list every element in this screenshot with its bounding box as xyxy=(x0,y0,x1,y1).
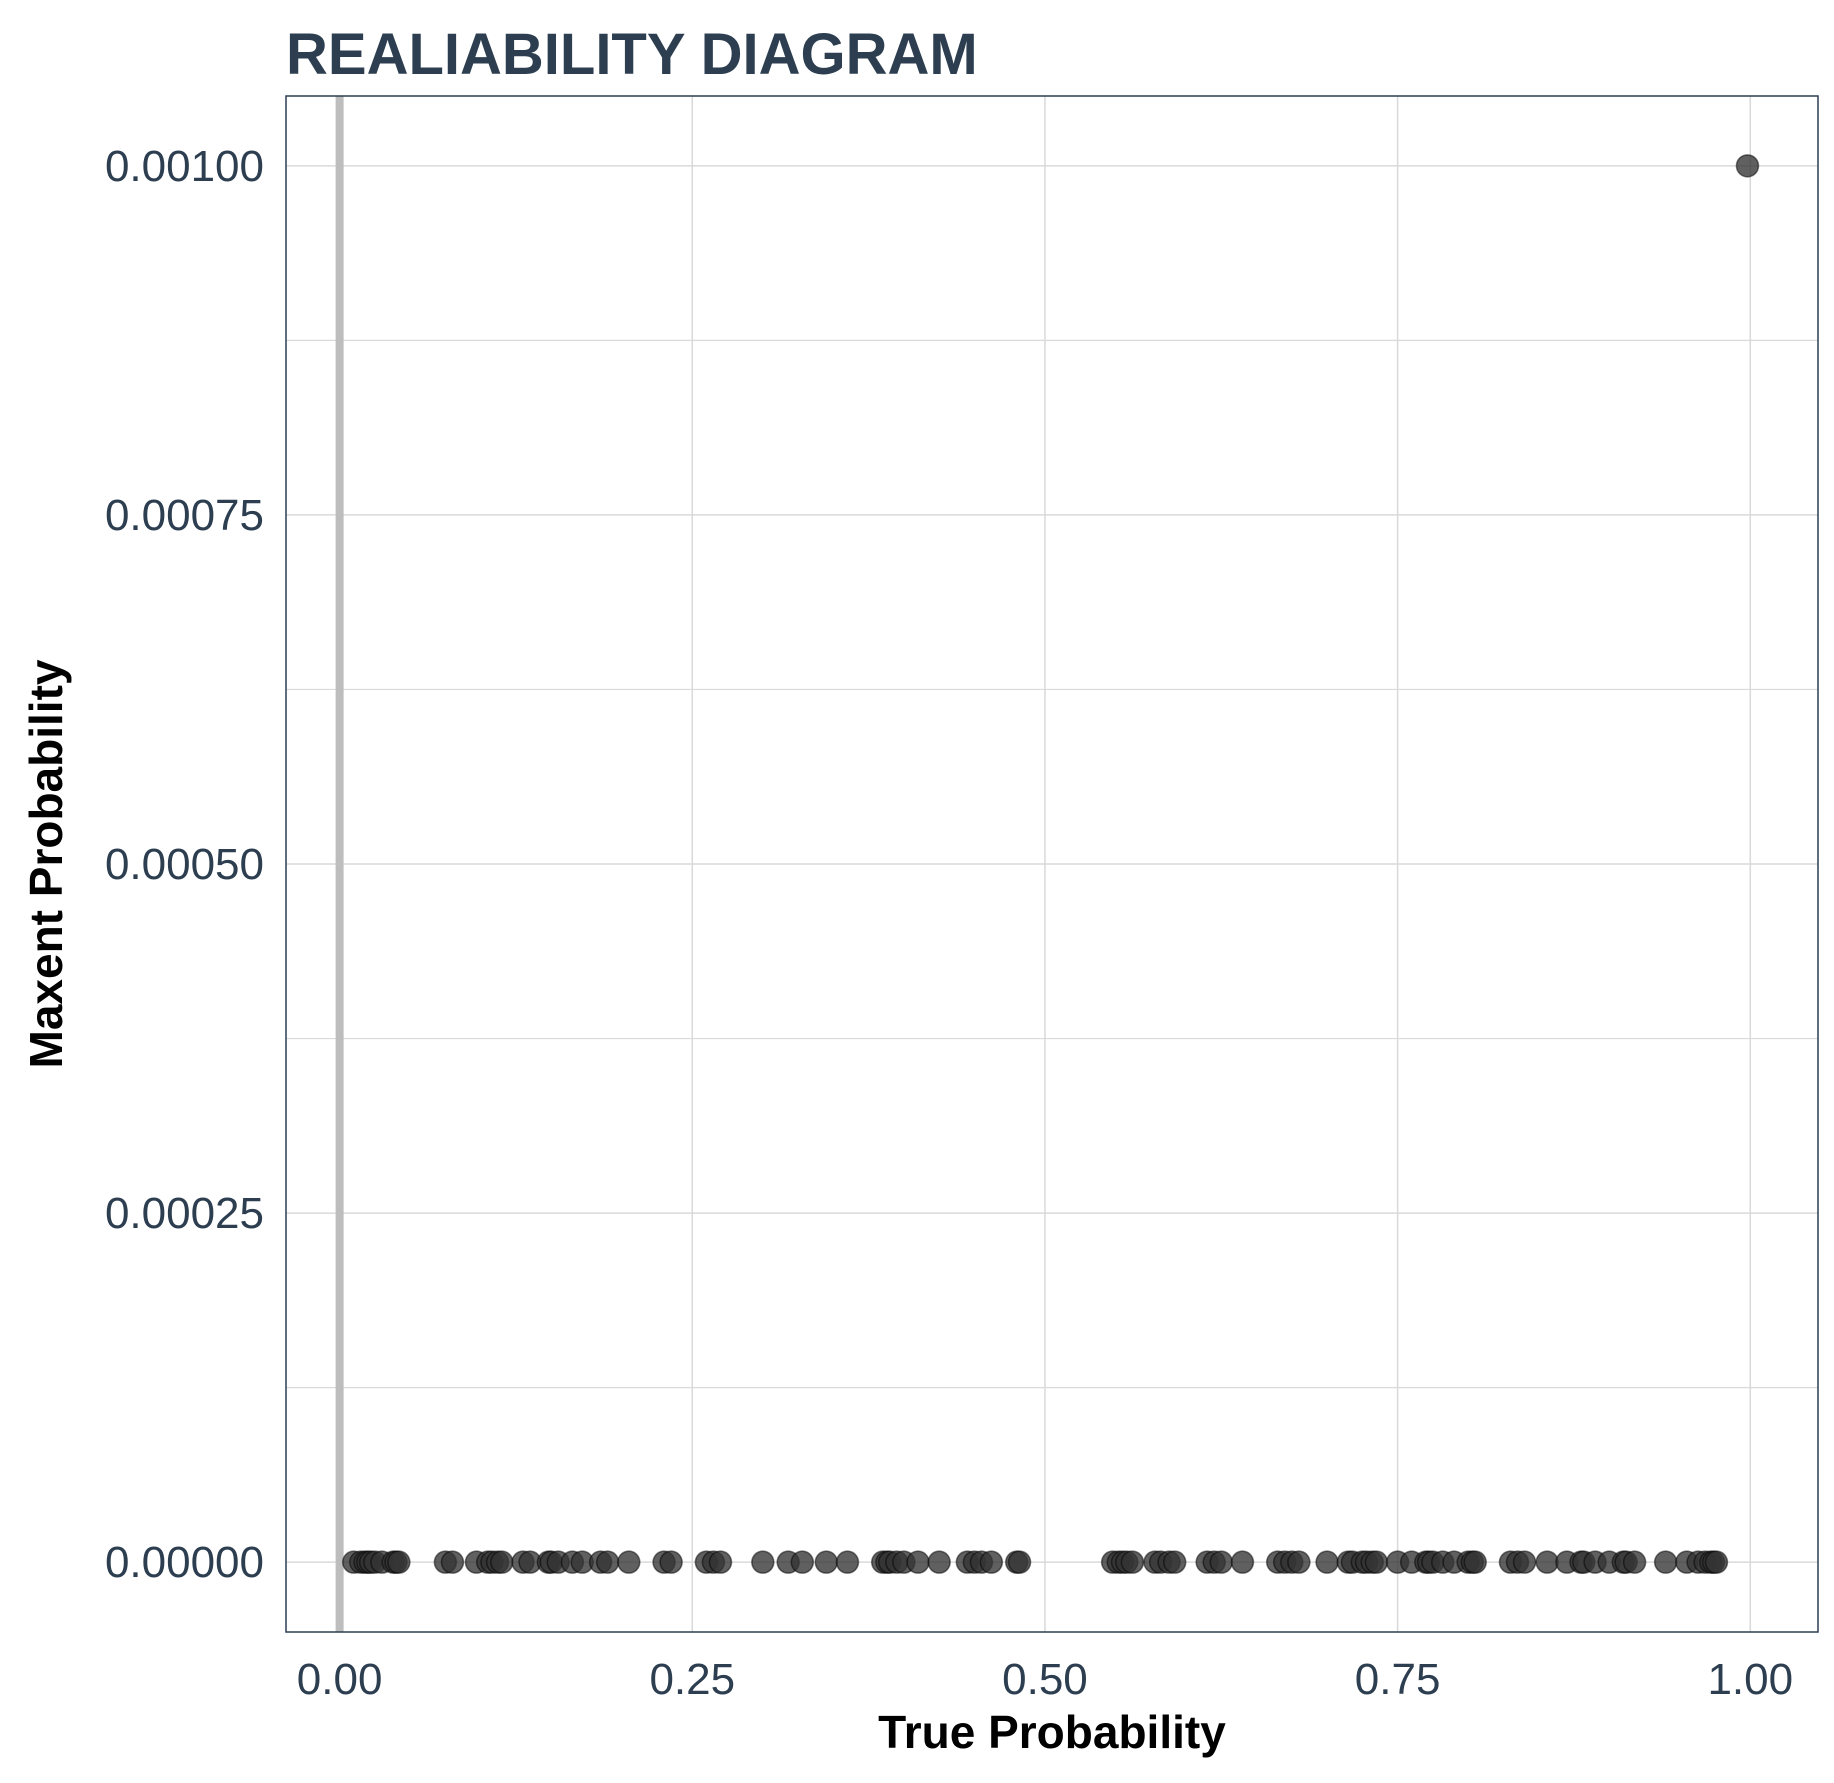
data-point xyxy=(440,1550,465,1574)
data-point xyxy=(1120,1550,1145,1574)
data-point xyxy=(490,1550,514,1574)
panel-border xyxy=(285,95,1819,1633)
data-point xyxy=(387,1550,411,1574)
data-point xyxy=(617,1550,641,1574)
y-tick-label: 0.00075 xyxy=(105,491,264,540)
y-tick-label: 0.00050 xyxy=(105,840,264,889)
x-tick-label: 0.25 xyxy=(649,1655,735,1704)
data-point xyxy=(1287,1550,1311,1574)
data-point xyxy=(1535,1550,1559,1574)
x-tick-labels: 0.00 0.25 0.50 0.75 1.00 xyxy=(297,1655,1793,1704)
data-point xyxy=(1512,1550,1537,1574)
data-point xyxy=(1209,1550,1234,1574)
data-point xyxy=(751,1550,775,1574)
data-points xyxy=(341,154,1760,1574)
y-tick-label: 0.00025 xyxy=(105,1189,264,1238)
x-tick-label: 0.75 xyxy=(1355,1655,1441,1704)
data-point xyxy=(790,1550,815,1574)
data-point xyxy=(1622,1550,1647,1574)
data-point xyxy=(1463,1550,1487,1574)
data-point xyxy=(1704,1550,1729,1574)
data-point xyxy=(1007,1550,1032,1574)
data-point xyxy=(906,1550,930,1574)
x-tick-label: 0.00 xyxy=(297,1655,383,1704)
data-point xyxy=(1162,1550,1187,1574)
data-point xyxy=(1735,154,1760,178)
y-tick-label: 0.00000 xyxy=(105,1538,264,1587)
data-point xyxy=(979,1550,1004,1574)
data-point xyxy=(1653,1550,1678,1574)
data-point xyxy=(835,1550,860,1574)
x-tick-label: 0.50 xyxy=(1002,1655,1088,1704)
data-point xyxy=(927,1550,951,1574)
y-tick-label: 0.00100 xyxy=(105,142,264,191)
y-tick-labels: 0.00000 0.00025 0.00050 0.00075 0.00100 xyxy=(105,142,264,1587)
data-point xyxy=(1230,1550,1255,1574)
data-point xyxy=(708,1550,733,1574)
x-axis-title: True Probability xyxy=(878,1706,1226,1758)
chart-title: REALIABILITY DIAGRAM xyxy=(286,22,978,87)
grid-lines xyxy=(286,96,1818,1632)
data-point xyxy=(1315,1550,1339,1574)
y-axis-title: Maxent Probability xyxy=(20,659,72,1068)
data-point xyxy=(659,1550,683,1574)
data-point xyxy=(814,1550,839,1574)
x-tick-label: 1.00 xyxy=(1707,1655,1793,1704)
data-point xyxy=(1364,1550,1389,1574)
data-point xyxy=(595,1550,620,1574)
